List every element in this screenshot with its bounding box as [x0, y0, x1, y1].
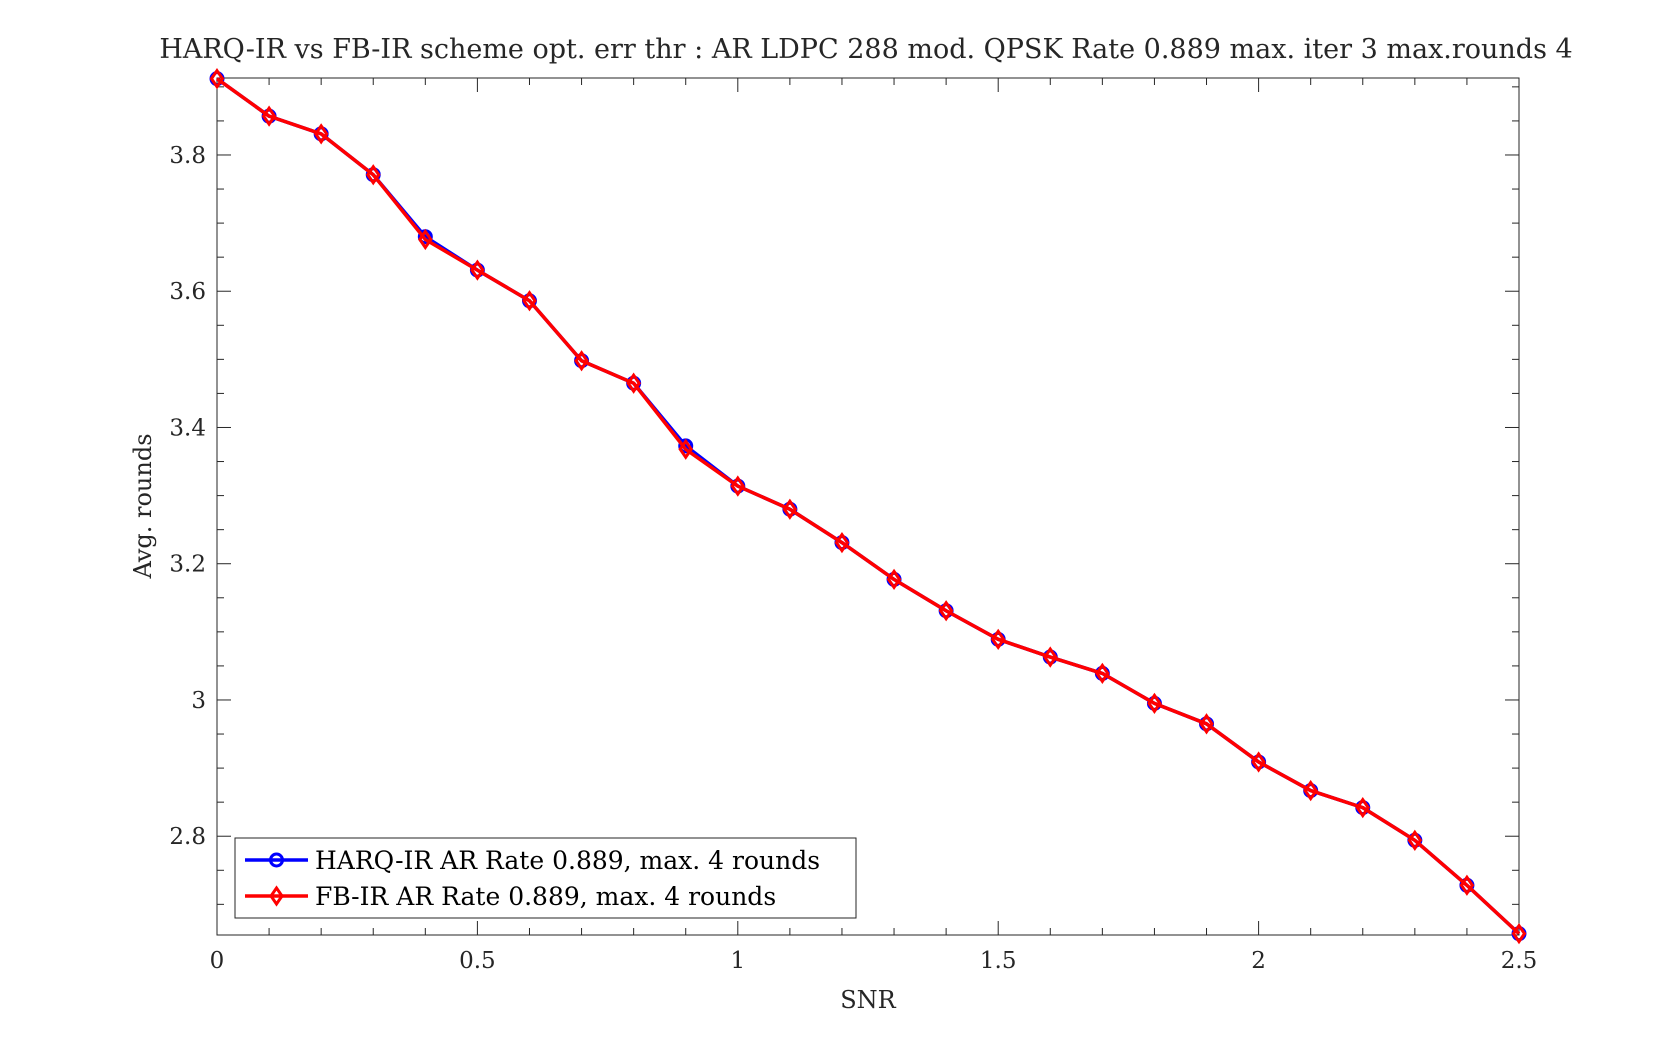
- data-point: [1407, 829, 1423, 851]
- data-point: [886, 568, 902, 591]
- y-tick-label: 3.4: [169, 415, 206, 441]
- series-line: [215, 77, 1521, 935]
- data-point: [1095, 662, 1110, 685]
- x-tick-label: 2.5: [1501, 948, 1538, 974]
- x-tick-label: 2: [1251, 948, 1266, 974]
- series-2: [209, 68, 1527, 945]
- series-layer: [209, 68, 1527, 945]
- y-axis-label: Avg. rounds: [129, 433, 157, 579]
- plot-area: [216, 77, 1520, 936]
- data-point: [730, 475, 746, 497]
- data-point: [470, 259, 485, 281]
- data-point: [782, 498, 798, 520]
- data-point: [938, 600, 954, 622]
- data-point: [1199, 713, 1214, 735]
- chart-title: HARQ-IR vs FB-IR scheme opt. err thr : A…: [159, 34, 1572, 65]
- x-axis: 0 0.5 1 1.5 2 2.5: [210, 78, 1538, 974]
- data-point: [626, 372, 641, 394]
- y-tick-label: 2.8: [169, 824, 206, 850]
- data-point: [834, 531, 850, 554]
- data-point: [261, 105, 277, 127]
- legend-box: [234, 837, 857, 919]
- legend-entry: FB-IR AR Rate 0.889, max. 4 rounds: [245, 882, 776, 911]
- legend-label: HARQ-IR AR Rate 0.889, max. 4 rounds: [315, 846, 820, 875]
- data-point: [1459, 874, 1475, 896]
- y-tick-label: 3.2: [169, 552, 206, 578]
- data-point: [1355, 796, 1371, 819]
- data-point: [1147, 692, 1162, 715]
- data-point: [1303, 779, 1319, 802]
- x-tick-label: 1.5: [980, 948, 1017, 974]
- y-tick-label: 3.8: [169, 143, 206, 169]
- legend-entry: HARQ-IR AR Rate 0.889, max. 4 rounds: [245, 846, 820, 875]
- x-tick-label: 0.5: [459, 948, 496, 974]
- data-point: [417, 228, 433, 251]
- data-point: [522, 290, 537, 312]
- y-axis: 2.8 3 3.2 3.4 3.6 3.8: [169, 143, 1519, 850]
- data-point: [990, 628, 1006, 650]
- data-point: [209, 68, 225, 90]
- x-axis-label: SNR: [840, 986, 896, 1014]
- legend-marker: [269, 852, 284, 868]
- legend-marker: [269, 885, 284, 907]
- data-point: [574, 350, 589, 372]
- x-tick-label: 1: [730, 948, 745, 974]
- x-tick-label: 0: [210, 948, 225, 974]
- data-point: [365, 164, 381, 186]
- data-point: [313, 123, 329, 145]
- y-tick-label: 3: [191, 688, 206, 714]
- y-tick-label: 3.6: [169, 279, 206, 305]
- legend-label: FB-IR AR Rate 0.889, max. 4 rounds: [315, 882, 776, 911]
- legend: HARQ-IR AR Rate 0.889, max. 4 rounds FB-I…: [234, 837, 857, 919]
- data-point: [1251, 751, 1266, 773]
- data-point: [1511, 922, 1527, 945]
- data-point: [1042, 646, 1058, 668]
- minor-ticks: [217, 78, 1519, 935]
- data-point: [678, 438, 694, 460]
